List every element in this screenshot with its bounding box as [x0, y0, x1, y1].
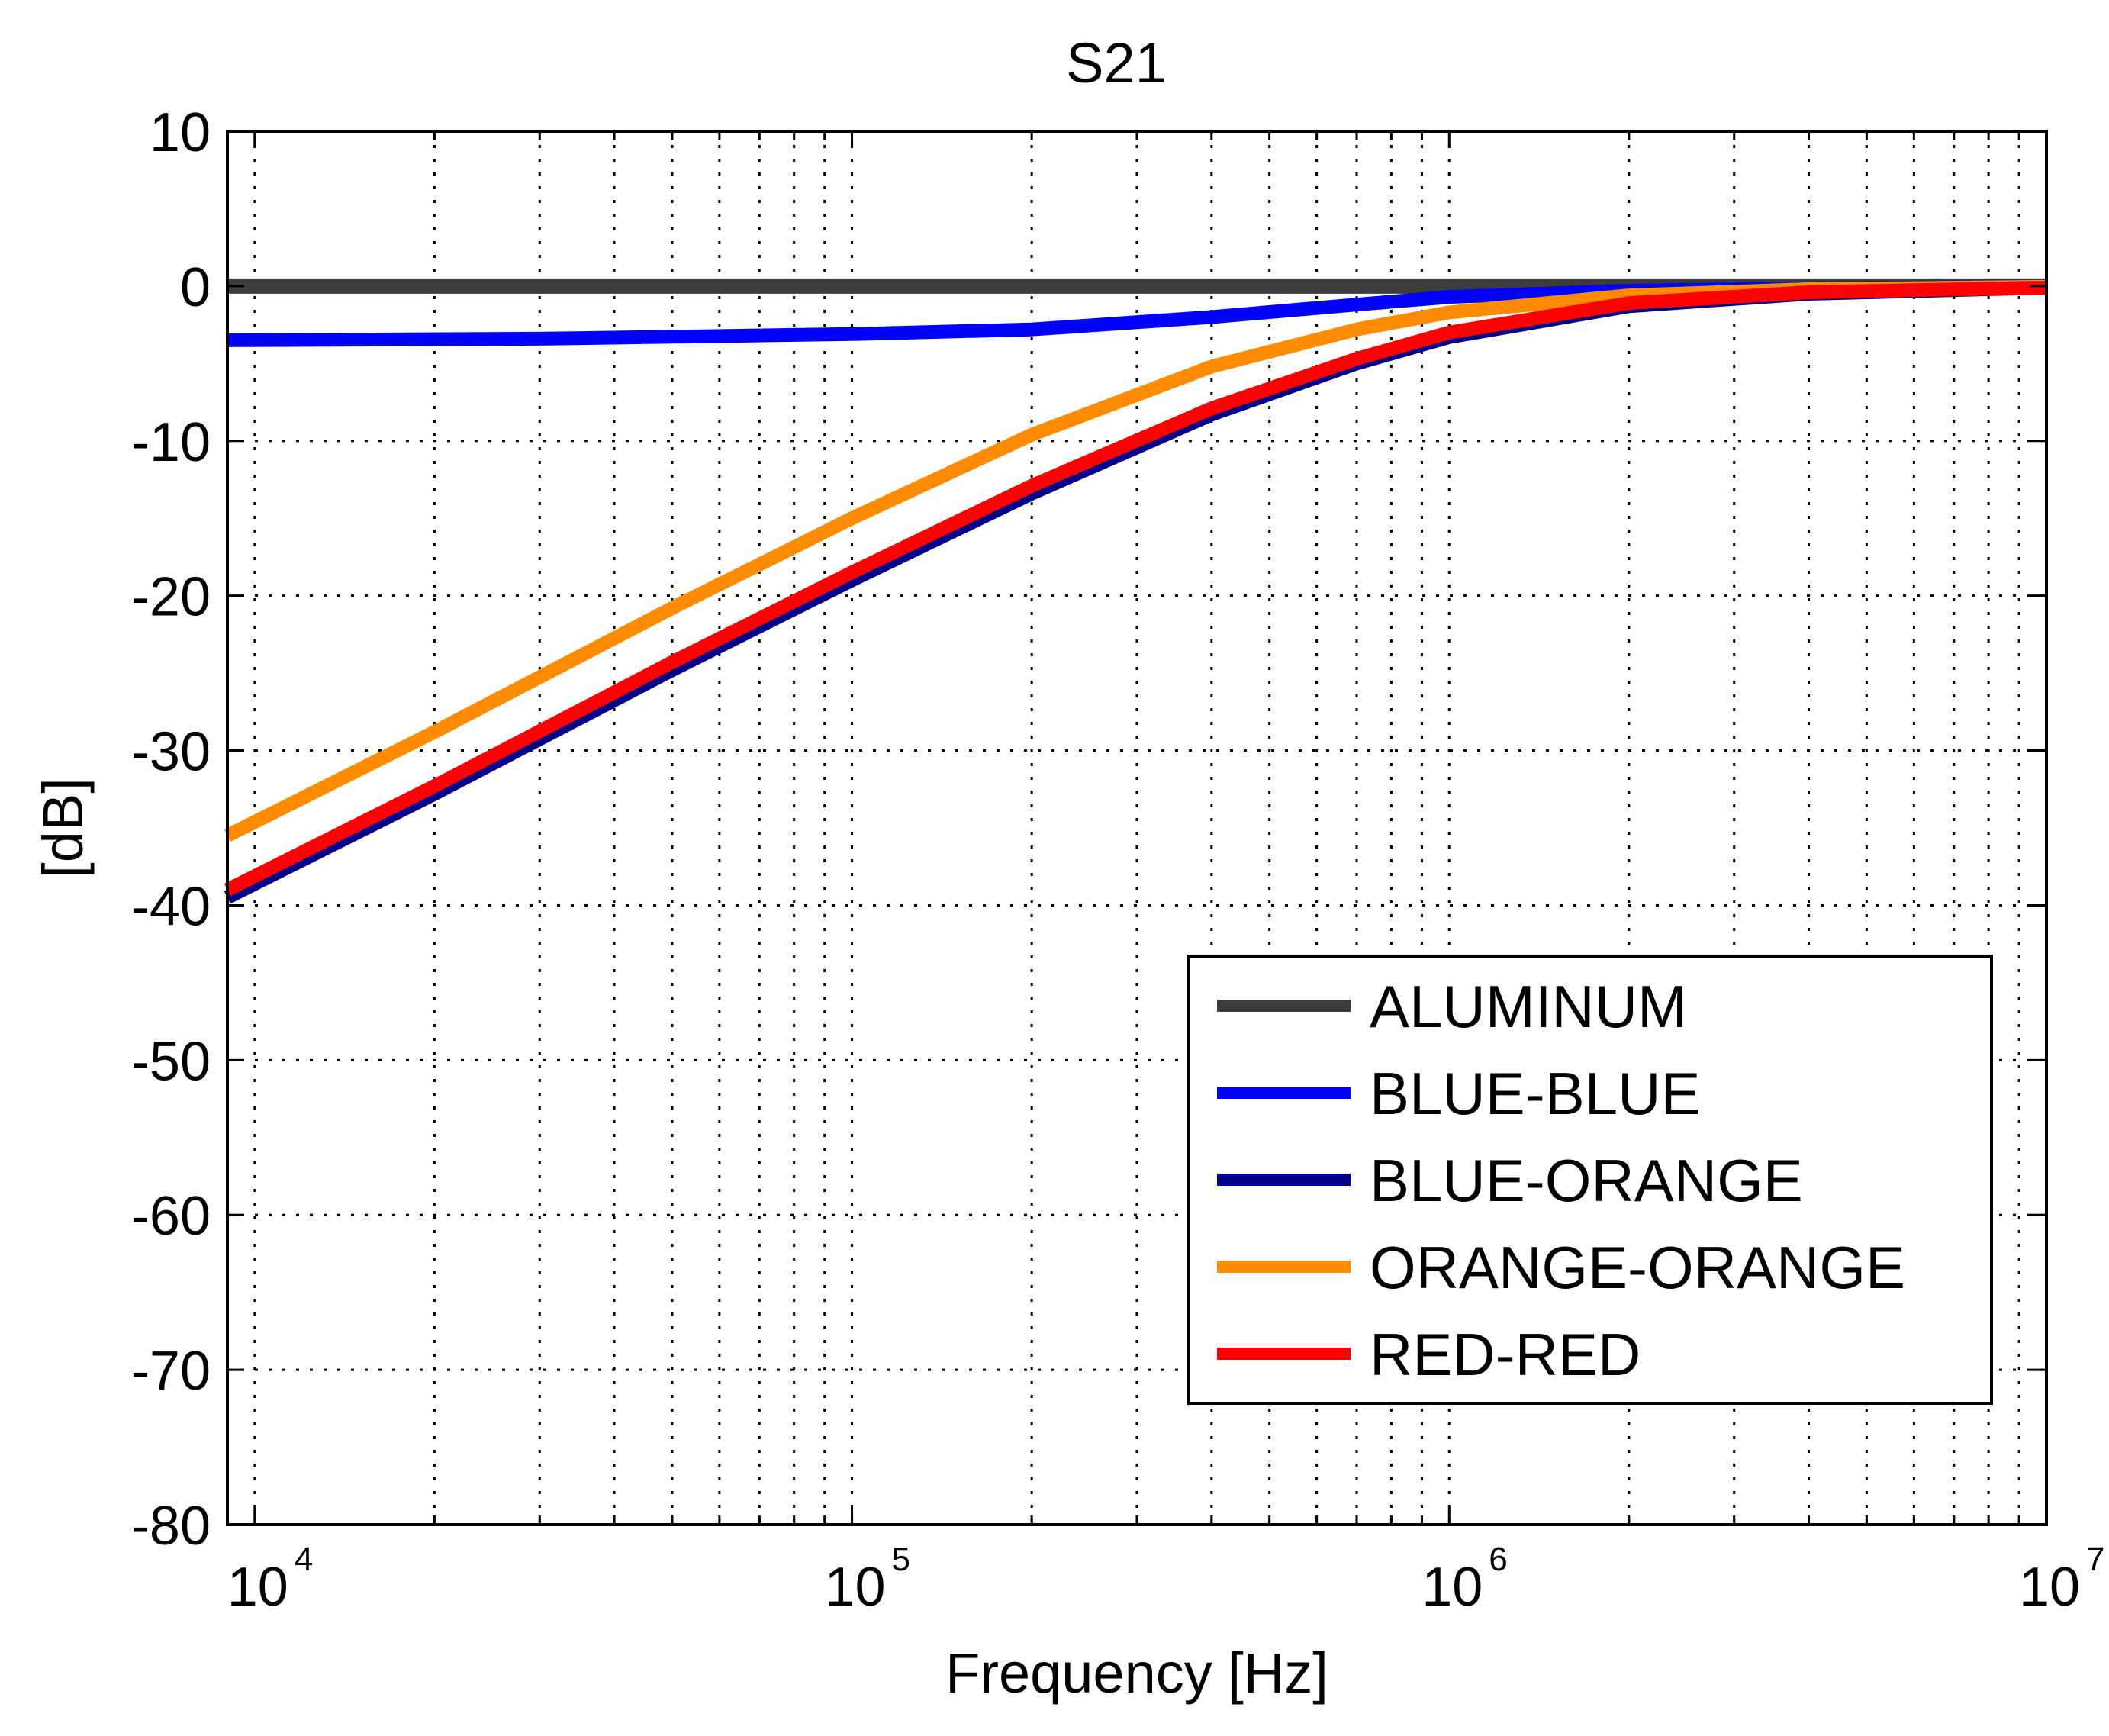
x-axis-title: Frequency [Hz] — [945, 1641, 1328, 1705]
y-tick-label: -30 — [131, 722, 211, 783]
y-axis-title: [dB] — [31, 778, 95, 878]
x-tick-label: 10 — [227, 1557, 288, 1618]
series-line-red-red — [224, 280, 2047, 897]
x-tick-label: 10 — [1422, 1557, 1483, 1618]
y-tick-label: 0 — [180, 257, 211, 318]
data-series — [224, 278, 2047, 904]
x-tick-exponent: 4 — [295, 1541, 313, 1578]
y-tick-label: 10 — [150, 102, 211, 163]
x-tick-exponent: 5 — [892, 1541, 910, 1578]
x-tick-label: 10 — [2019, 1557, 2080, 1618]
y-tick-label: -70 — [131, 1341, 211, 1402]
x-tick-exponent: 6 — [1489, 1541, 1507, 1578]
y-tick-label: -60 — [131, 1186, 211, 1247]
y-tick-label: -50 — [131, 1031, 211, 1092]
legend-label-blue-orange: BLUE-ORANGE — [1370, 1147, 1803, 1214]
y-tick-label: -20 — [131, 567, 211, 628]
legend-label-red-red: RED-RED — [1370, 1321, 1641, 1388]
chart-title: S21 — [1066, 31, 1167, 95]
x-tick-label: 10 — [824, 1557, 885, 1618]
y-tick-label: -40 — [131, 876, 211, 937]
x-tick-exponent: 7 — [2086, 1541, 2104, 1578]
y-tick-label: -80 — [131, 1496, 211, 1557]
legend-label-blue-blue: BLUE-BLUE — [1370, 1060, 1701, 1127]
legend-label-orange-orange: ORANGE-ORANGE — [1370, 1234, 1905, 1301]
y-tick-label: -10 — [131, 412, 211, 473]
legend-label-aluminum: ALUMINUM — [1370, 973, 1687, 1040]
legend: ALUMINUM BLUE-BLUE BLUE-ORANGE ORANGE-ORANG… — [1187, 955, 1993, 1405]
